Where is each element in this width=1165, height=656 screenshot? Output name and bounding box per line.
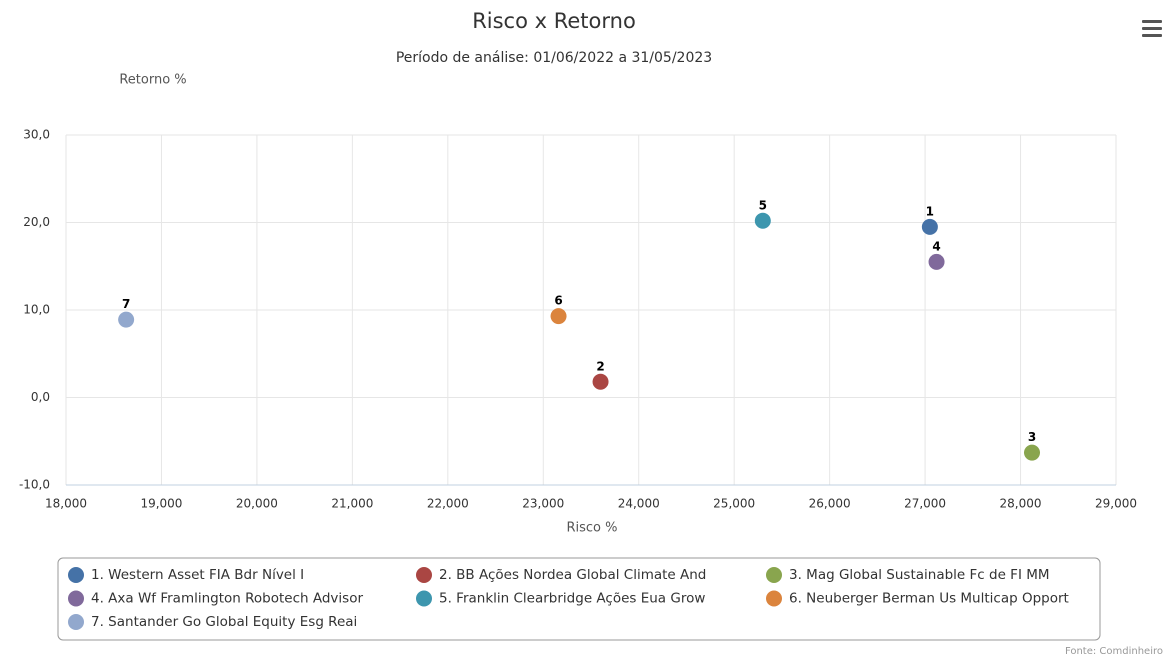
legend-box	[57, 557, 1101, 641]
x-tick-label: 20,000	[236, 497, 278, 511]
y-tick-label: 0,0	[31, 390, 50, 404]
legend-label: 3. Mag Global Sustainable Fc de FI MM	[789, 567, 1050, 583]
point	[1024, 444, 1040, 461]
chart-title: Risco x Retorno	[472, 9, 636, 33]
x-tick-label: 24,000	[618, 497, 660, 511]
point	[921, 218, 938, 235]
y-tick-label: -10,0	[19, 478, 50, 492]
legend-marker	[68, 567, 84, 583]
point-label: 7	[122, 297, 130, 311]
x-tick-label: 27,000	[904, 497, 946, 511]
menu-icon[interactable]	[1142, 20, 1162, 37]
x-tick-label: 28,000	[1000, 497, 1042, 511]
x-tick-label: 26,000	[809, 497, 851, 511]
point-label: 4	[932, 239, 940, 253]
legend-marker	[416, 590, 432, 607]
legend-marker	[766, 590, 782, 607]
x-axis-label: Risco %	[566, 521, 617, 536]
y-axis-label: Retorno %	[119, 73, 186, 88]
legend-marker	[68, 614, 84, 630]
legend-label: 6. Neuberger Berman Us Multicap Opport	[789, 591, 1069, 607]
point-label: 2	[596, 359, 604, 373]
point	[754, 212, 771, 229]
x-tick-label: 18,000	[45, 497, 87, 511]
point-label: 1	[926, 204, 934, 218]
point-label: 3	[1028, 430, 1036, 444]
x-tick-label: 29,000	[1095, 497, 1137, 511]
legend-marker	[766, 567, 782, 583]
legend-label: 2. BB Ações Nordea Global Climate And	[439, 567, 706, 583]
legend-label: 1. Western Asset FIA Bdr Nível I	[91, 567, 304, 583]
legend-label: 7. Santander Go Global Equity Esg Reai	[91, 614, 357, 630]
point	[550, 308, 567, 325]
credit: Fonte: Comdinheiro	[1065, 646, 1163, 656]
point	[592, 373, 609, 390]
x-tick-label: 22,000	[427, 497, 469, 511]
legend-label: 4. Axa Wf Framlington Robotech Advisor	[91, 591, 363, 607]
legend-marker	[68, 590, 84, 607]
legend-label: 5. Franklin Clearbridge Ações Eua Grow	[439, 591, 705, 607]
y-tick-label: 30,0	[23, 128, 50, 142]
chart-subtitle: Período de análise: 01/06/2022 a 31/05/2…	[396, 50, 712, 66]
x-tick-label: 19,000	[140, 497, 182, 511]
point	[118, 311, 135, 328]
point	[928, 253, 945, 270]
y-tick-label: 10,0	[23, 303, 50, 317]
x-tick-label: 25,000	[713, 497, 755, 511]
legend-marker	[416, 567, 432, 583]
x-tick-label: 23,000	[522, 497, 564, 511]
point-label: 6	[554, 294, 562, 308]
y-tick-label: 20,0	[23, 215, 50, 229]
x-tick-label: 21,000	[331, 497, 373, 511]
point-label: 5	[759, 198, 767, 212]
